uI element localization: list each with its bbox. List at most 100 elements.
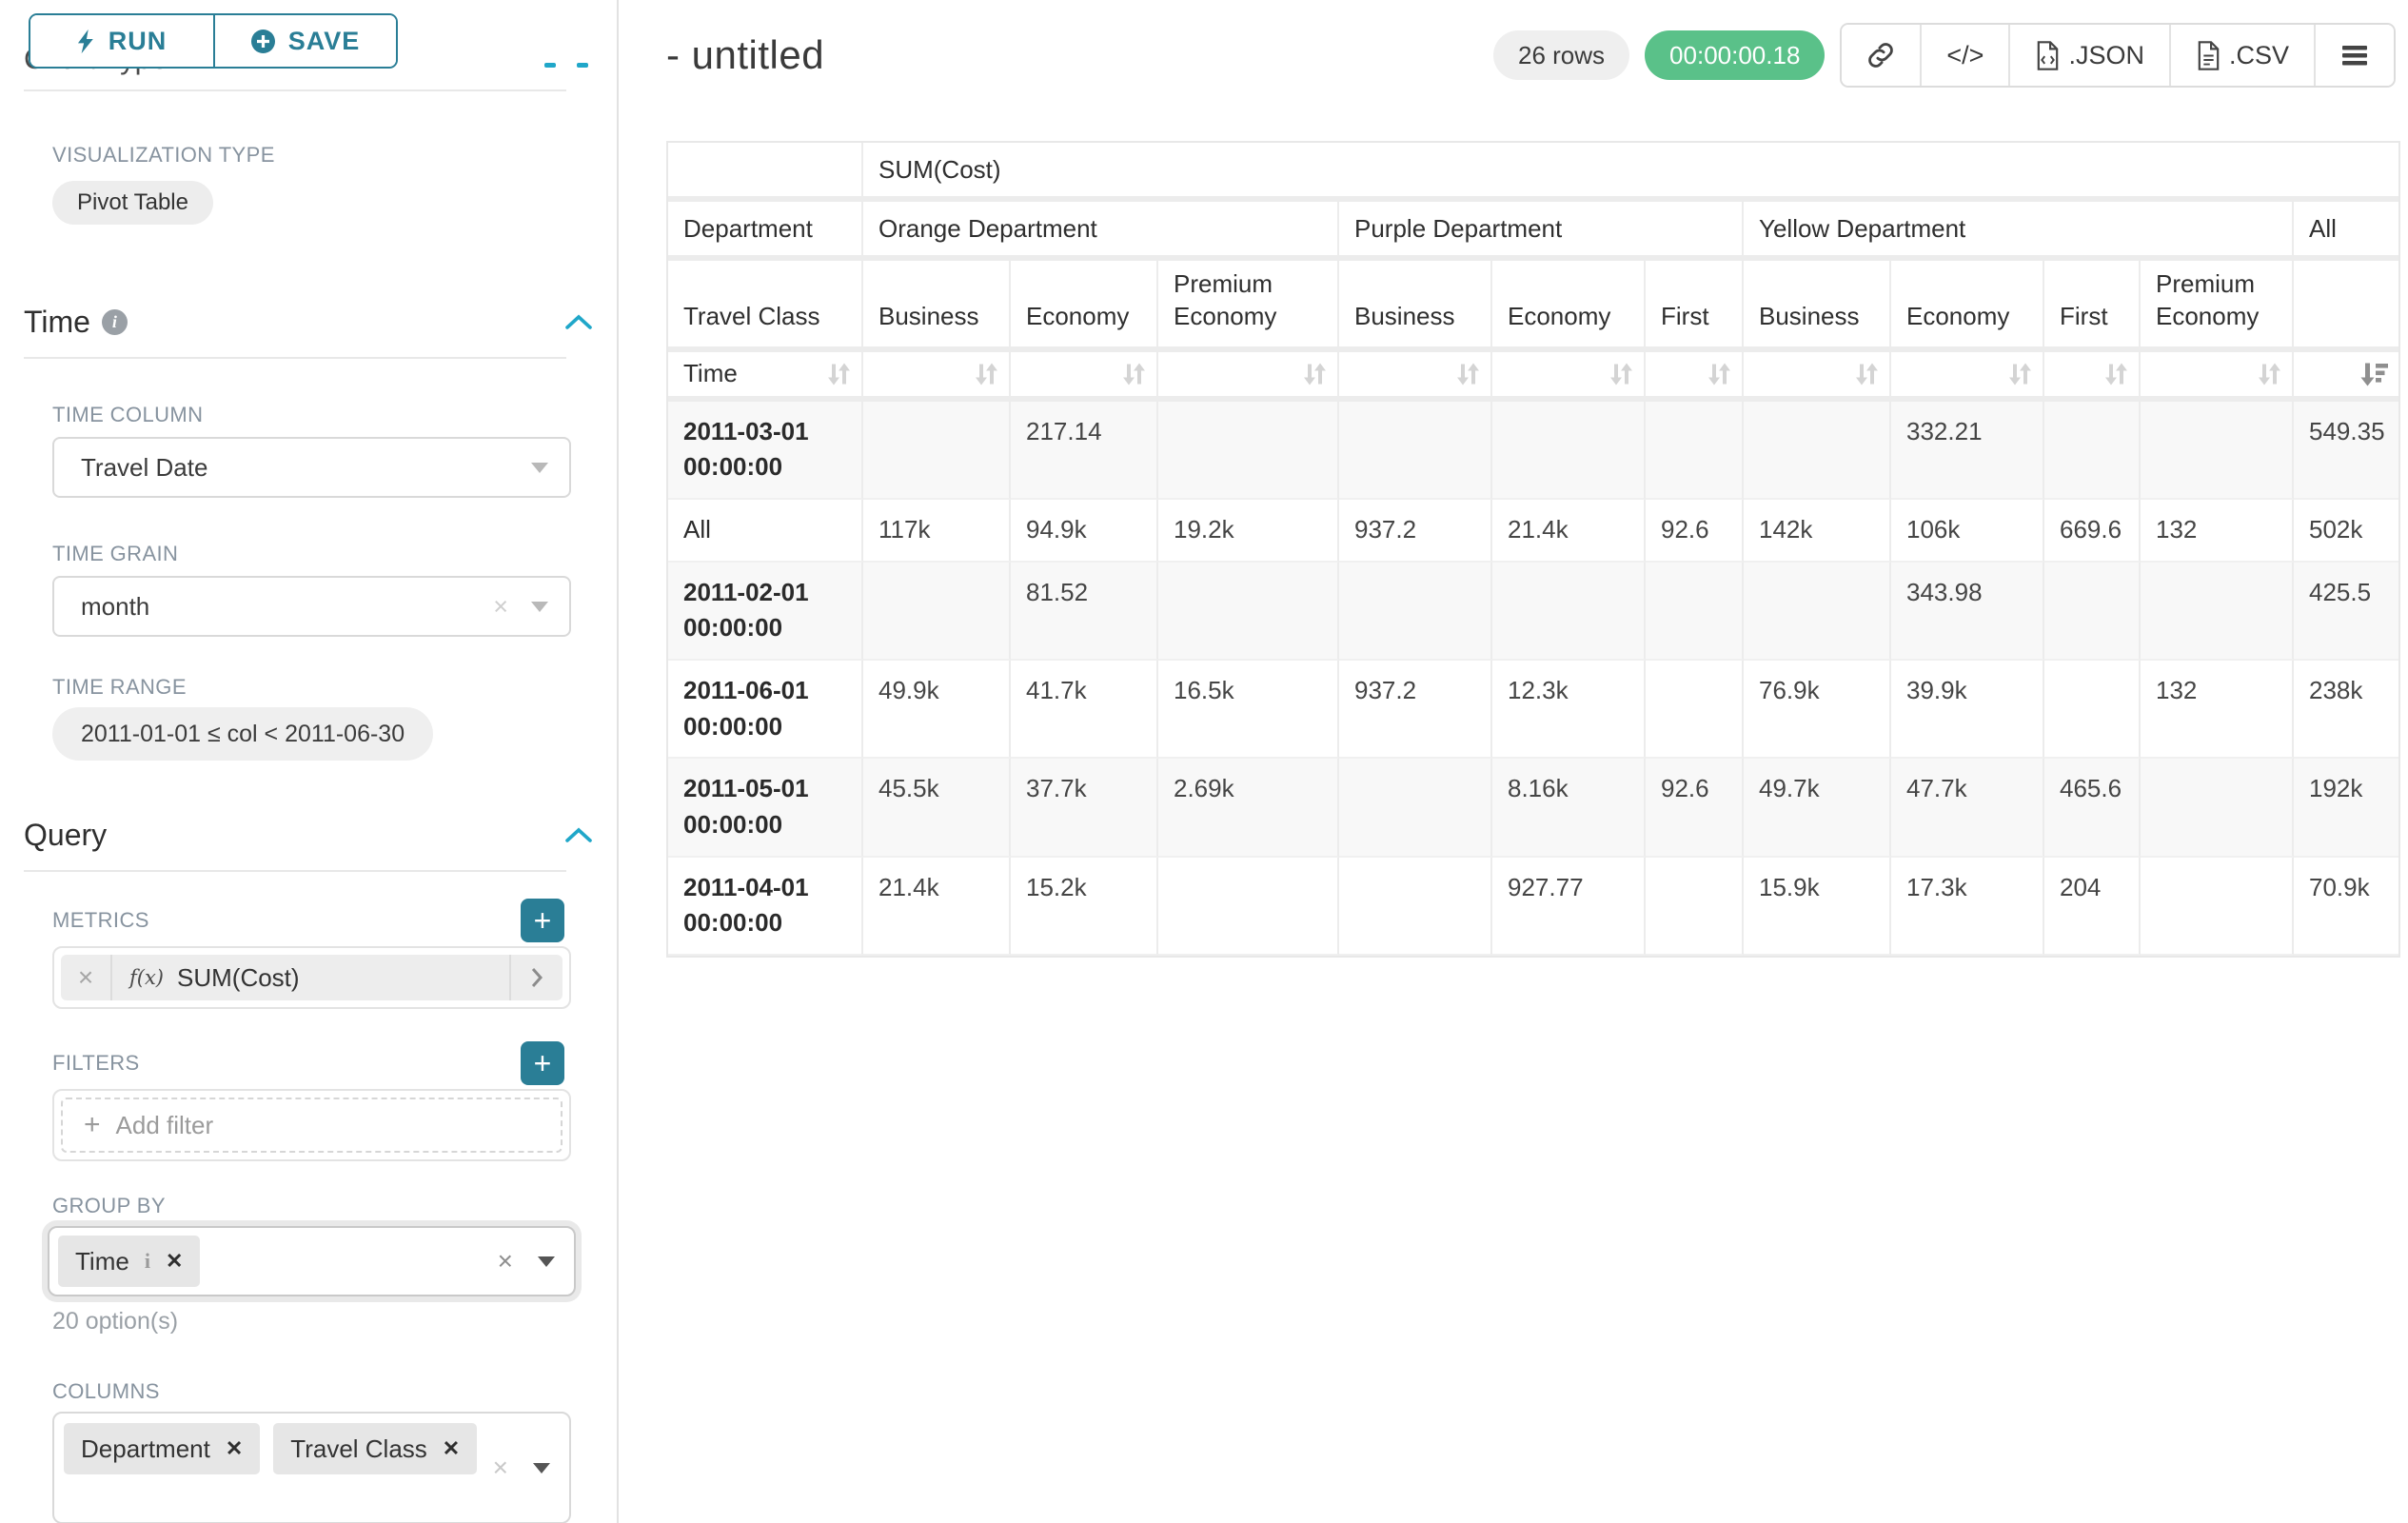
- remove-metric-icon[interactable]: ×: [61, 955, 112, 1000]
- remove-chip-icon[interactable]: ✕: [225, 1436, 244, 1460]
- time-column-select[interactable]: Travel Date: [52, 437, 571, 498]
- query-timer-badge: 00:00:00.18: [1645, 30, 1826, 80]
- time-section-title: Time: [24, 305, 90, 339]
- pivot-value-cell: 49.7k: [1744, 759, 1891, 858]
- sort-icon[interactable]: [1609, 360, 1634, 387]
- hamburger-icon: [2340, 44, 2369, 67]
- pivot-row: 2011-06-01 00:00:00 49.9k 41.7k 16.5k 937.2 1…: [668, 661, 2399, 760]
- sort-header[interactable]: [1891, 351, 2044, 402]
- sort-icon[interactable]: [1455, 360, 1481, 387]
- remove-chip-icon[interactable]: ✕: [165, 1249, 184, 1273]
- chevron-right-icon[interactable]: [509, 955, 563, 1000]
- row-time-label: 2011-03-01 00:00:00: [668, 401, 863, 500]
- metric-chip[interactable]: × f(x) SUM(Cost): [61, 955, 563, 1000]
- sort-header[interactable]: [1646, 351, 1744, 402]
- chart-area: - untitled 26 rows 00:00:00.18 </: [619, 0, 2408, 1523]
- visualization-type-value[interactable]: Pivot Table: [52, 181, 213, 225]
- add-filter-label: Add filter: [115, 1110, 214, 1139]
- pivot-value-cell: 94.9k: [1011, 499, 1158, 563]
- pivot-value-cell: 21.4k: [1492, 499, 1646, 563]
- row-time-label: 2011-02-01 00:00:00: [668, 562, 863, 662]
- csv-button-label: .CSV: [2228, 40, 2289, 69]
- chart-title[interactable]: - untitled: [666, 32, 825, 77]
- pivot-value-cell: [2044, 562, 2141, 662]
- menu-button[interactable]: [2314, 25, 2394, 86]
- sort-header[interactable]: [2141, 351, 2294, 402]
- chip-label: Travel Class: [290, 1434, 427, 1463]
- add-filter-button[interactable]: + Add filter: [61, 1098, 563, 1153]
- time-grain-select[interactable]: month ×: [52, 576, 571, 637]
- pivot-value-cell: [863, 401, 1011, 500]
- sort-header[interactable]: [1492, 351, 1646, 402]
- selected-option-chip[interactable]: Time i ✕: [58, 1236, 201, 1287]
- pivot-value-cell: 332.21: [1891, 401, 2044, 500]
- view-query-button[interactable]: </>: [1920, 25, 2009, 86]
- sort-header[interactable]: [1744, 351, 1891, 402]
- columns-select[interactable]: Department ✕ Travel Class ✕ ×: [52, 1412, 571, 1523]
- pivot-value-cell: [863, 562, 1011, 662]
- pivot-value-cell: [1744, 401, 1891, 500]
- code-icon: </>: [1946, 40, 1984, 69]
- caret-down-icon: [531, 601, 548, 612]
- section-chevron-clipped-icon[interactable]: [544, 63, 588, 68]
- divider: [24, 870, 566, 872]
- metric-chip-body: f(x) SUM(Cost): [112, 955, 509, 1000]
- pivot-value-cell: 47.7k: [1891, 759, 2044, 858]
- pivot-value-cell: [2141, 857, 2294, 957]
- sort-icon[interactable]: [1121, 360, 1147, 387]
- time-column-label: TIME COLUMN: [52, 403, 204, 426]
- sort-header[interactable]: [1158, 351, 1339, 402]
- caret-down-icon[interactable]: [538, 1256, 555, 1267]
- pivot-value-cell: 132: [2141, 499, 2294, 563]
- export-csv-button[interactable]: .CSV: [2168, 25, 2314, 86]
- export-json-button[interactable]: .JSON: [2008, 25, 2169, 86]
- sort-descending-icon[interactable]: [2359, 360, 2389, 387]
- sort-icon[interactable]: [974, 360, 999, 387]
- run-button[interactable]: RUN: [30, 15, 213, 67]
- all-column-header: All: [2294, 202, 2399, 261]
- clear-selection-icon[interactable]: ×: [497, 1246, 513, 1276]
- caret-down-icon[interactable]: [533, 1462, 550, 1474]
- chevron-up-icon[interactable]: [564, 827, 593, 843]
- department-group-header: Purple Department: [1339, 202, 1744, 261]
- sort-icon[interactable]: [1854, 360, 1880, 387]
- chevron-up-icon[interactable]: [564, 314, 593, 330]
- clear-icon[interactable]: ×: [493, 591, 508, 621]
- time-sort-header[interactable]: Time: [668, 351, 863, 402]
- remove-chip-icon[interactable]: ✕: [442, 1436, 461, 1460]
- travel-class-header: First: [1646, 261, 1744, 352]
- selected-option-chip[interactable]: Travel Class ✕: [273, 1423, 478, 1474]
- sort-header[interactable]: [1011, 351, 1158, 402]
- sort-icon[interactable]: [1302, 360, 1328, 387]
- sort-icon[interactable]: [826, 360, 852, 387]
- group-by-options-hint: 20 option(s): [52, 1308, 179, 1335]
- sort-icon[interactable]: [2103, 360, 2129, 387]
- sort-header[interactable]: [863, 351, 1011, 402]
- save-button[interactable]: SAVE: [213, 15, 396, 67]
- group-by-select[interactable]: Time i ✕ ×: [48, 1226, 576, 1296]
- sort-icon[interactable]: [1707, 360, 1732, 387]
- sort-header-active[interactable]: [2294, 351, 2399, 402]
- pivot-value-cell: 117k: [863, 499, 1011, 563]
- selected-option-chip[interactable]: Department ✕: [64, 1423, 261, 1474]
- row-time-label: 2011-05-01 00:00:00: [668, 759, 863, 858]
- pivot-value-cell: 16.5k: [1158, 661, 1339, 760]
- clear-selection-icon[interactable]: ×: [492, 1453, 508, 1482]
- control-panel: RUN SAVE Chart Type VISUALIZATION TYPE P…: [0, 0, 619, 1523]
- sort-header[interactable]: [2044, 351, 2141, 402]
- share-link-button[interactable]: [1842, 25, 1921, 86]
- pivot-value-cell: 76.9k: [1744, 661, 1891, 760]
- columns-label: COLUMNS: [52, 1379, 160, 1403]
- add-metric-button[interactable]: +: [521, 899, 564, 942]
- info-icon: i: [144, 1249, 150, 1273]
- pivot-value-cell: 132: [2141, 661, 2294, 760]
- row-time-label: 2011-06-01 00:00:00: [668, 661, 863, 760]
- pivot-value-cell: 2.69k: [1158, 759, 1339, 858]
- sort-header[interactable]: [1339, 351, 1492, 402]
- sort-icon[interactable]: [2007, 360, 2033, 387]
- pivot-value-cell: 192k: [2294, 759, 2399, 858]
- time-range-value[interactable]: 2011-01-01 ≤ col < 2011-06-30: [52, 707, 434, 761]
- sort-icon[interactable]: [2257, 360, 2282, 387]
- pivot-value-cell: [1646, 857, 1744, 957]
- add-filter-plus-button[interactable]: +: [521, 1041, 564, 1085]
